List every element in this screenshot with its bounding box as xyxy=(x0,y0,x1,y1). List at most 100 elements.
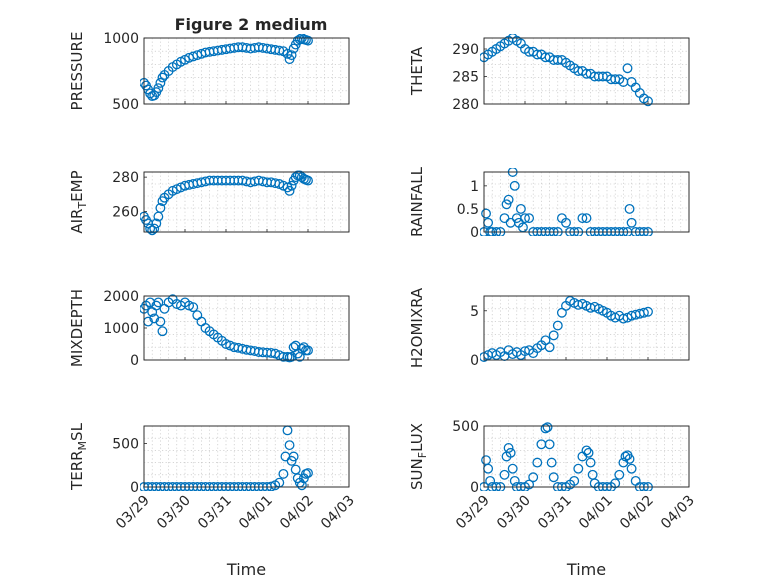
x-tick-label: 03/29 xyxy=(453,493,493,533)
data-point xyxy=(149,313,160,324)
x-tick-label: 04/03 xyxy=(658,493,698,533)
x-tick-label: 04/03 xyxy=(318,493,358,533)
data-point xyxy=(157,72,168,83)
y-tick-label: 1000 xyxy=(103,321,139,337)
axes-border xyxy=(143,171,350,233)
data-point xyxy=(153,83,164,94)
data-point xyxy=(157,326,168,337)
data-point xyxy=(303,468,313,479)
data-point xyxy=(155,77,166,88)
xlabel: Time xyxy=(226,560,266,579)
ylabel: MIXDEPTH xyxy=(68,289,86,367)
subplot-8: 03/29 03/30 03/31 04/01 04/02 04/03 0 500 SUNFLU… xyxy=(408,419,698,579)
ylabel: TERRMSL xyxy=(68,422,89,491)
data-point xyxy=(509,475,520,486)
y-tick-label: 285 xyxy=(452,70,479,86)
axes-border xyxy=(143,425,350,488)
data-point xyxy=(524,479,535,490)
axes-border xyxy=(483,37,690,105)
x-tick-label: 04/02 xyxy=(617,493,657,533)
data-point xyxy=(288,451,299,462)
y-tick-label: 2000 xyxy=(103,289,139,305)
data-point xyxy=(274,45,285,56)
data-point xyxy=(278,468,289,479)
data-point xyxy=(624,203,635,214)
x-tick-label: 03/31 xyxy=(195,493,235,533)
x-tick-label: 03/31 xyxy=(535,493,575,533)
data-point xyxy=(284,185,295,196)
data-point xyxy=(643,96,653,107)
data-point xyxy=(643,306,653,317)
y-tick-label: 0 xyxy=(470,225,479,241)
x-tick-label: 03/29 xyxy=(113,493,153,533)
subplot-5: 0 1000 2000 MIXDEPTH xyxy=(68,289,350,369)
data-point xyxy=(282,48,293,59)
data-point xyxy=(266,481,277,491)
axes-border xyxy=(483,171,690,233)
y-tick-label: 500 xyxy=(112,97,139,113)
y-tick-label: 0 xyxy=(470,353,479,369)
data-point xyxy=(153,297,164,308)
data-point xyxy=(610,478,621,489)
y-tick-label: 5 xyxy=(470,304,479,320)
data-point xyxy=(546,457,557,468)
ylabel: PRESSURE xyxy=(68,32,86,111)
data-point xyxy=(569,475,580,486)
data-point xyxy=(499,469,510,480)
ylabel: RAINFALL xyxy=(408,166,426,237)
data-point xyxy=(155,316,166,327)
data-point xyxy=(573,463,584,474)
subplot-2: 280 285 290 THETA xyxy=(408,34,690,113)
data-point xyxy=(552,320,563,331)
data-point xyxy=(544,439,555,450)
data-point xyxy=(303,175,313,186)
data-point xyxy=(638,307,649,318)
data-point xyxy=(286,180,297,191)
y-tick-label: 290 xyxy=(452,42,479,58)
xlabel: Time xyxy=(566,560,606,579)
data-point xyxy=(303,345,313,356)
data-point xyxy=(505,447,516,458)
ylabel: H2OMIXRA xyxy=(408,287,426,368)
y-tick-label: 0.5 xyxy=(457,202,479,218)
ylabel: THETA xyxy=(408,46,426,96)
subplot-1: 500 1000 PRESSURE xyxy=(68,31,350,113)
data-point xyxy=(524,213,535,224)
data-point xyxy=(151,218,162,229)
data-point xyxy=(581,445,592,456)
y-tick-label: 500 xyxy=(112,436,139,452)
data-point xyxy=(577,213,588,224)
data-point xyxy=(585,457,596,468)
data-point xyxy=(561,217,571,228)
x-tick-label: 04/01 xyxy=(236,493,276,533)
axes-border xyxy=(143,37,350,105)
data-point xyxy=(485,475,496,486)
data-point xyxy=(188,302,199,313)
axes-frame xyxy=(143,425,350,488)
x-tick-label: 04/01 xyxy=(576,493,616,533)
y-tick-label: 260 xyxy=(112,204,139,220)
data-point xyxy=(509,180,520,191)
y-tick-label: 1000 xyxy=(103,31,139,47)
data-point xyxy=(581,213,592,224)
data-point xyxy=(481,208,492,219)
y-tick-label: 280 xyxy=(452,97,479,113)
data-point xyxy=(303,35,313,46)
data-point xyxy=(583,447,594,458)
y-tick-label: 500 xyxy=(452,419,479,435)
data-point xyxy=(155,203,166,213)
data-point xyxy=(542,422,553,433)
subplot-6: 0 5 H2OMIXRA xyxy=(408,287,690,369)
data-point xyxy=(286,50,297,61)
ylabel: AIRTEMP xyxy=(68,170,89,233)
data-point xyxy=(520,213,530,224)
figure-title: Figure 2 medium xyxy=(175,15,328,34)
x-tick-label: 04/02 xyxy=(277,493,317,533)
subplot-7: 03/29 03/30 03/31 04/01 04/02 04/03 0 500 TERRMS… xyxy=(68,422,358,579)
data-point xyxy=(626,463,637,474)
data-point xyxy=(624,453,635,464)
data-point xyxy=(622,63,633,74)
x-tick-label: 03/30 xyxy=(494,493,534,533)
y-tick-label: 1 xyxy=(470,179,479,195)
data-point xyxy=(149,223,160,234)
